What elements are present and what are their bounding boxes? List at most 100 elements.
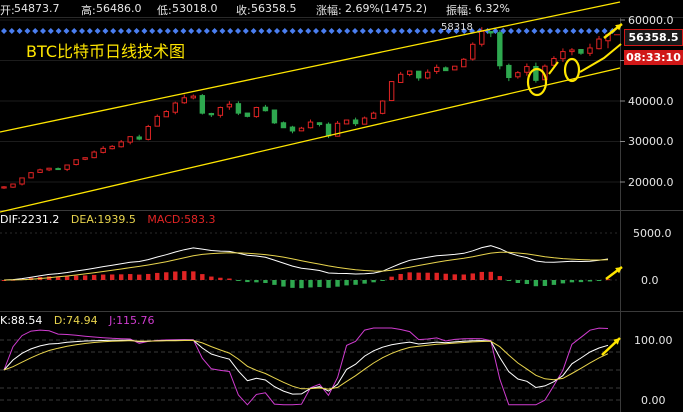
marker-diamond	[508, 28, 514, 34]
candle-body	[461, 58, 467, 68]
marker-diamond	[266, 28, 273, 34]
marker-diamond	[539, 28, 546, 34]
candle-body	[280, 122, 287, 129]
macd-bar	[146, 273, 151, 280]
k-label: K:	[0, 314, 11, 327]
candle-body	[325, 123, 332, 137]
marker-diamond	[336, 28, 343, 34]
marker-diamond	[188, 28, 195, 34]
macd-bar	[551, 280, 557, 285]
candle-body	[307, 121, 314, 129]
macd-bar	[272, 280, 277, 285]
marker-diamond	[289, 28, 296, 34]
macd-bar	[506, 280, 512, 281]
amplitude-label: 振幅:	[446, 4, 472, 17]
macd-bar	[353, 280, 358, 285]
marker-diamond	[344, 28, 351, 34]
candle-body	[551, 57, 557, 66]
dea-value: 1939.5	[97, 213, 136, 226]
candle-body	[208, 113, 215, 116]
dea-label: DEA:	[70, 213, 98, 226]
marker-diamond	[24, 28, 31, 34]
close-value: 56358.5	[251, 2, 297, 15]
candle-body	[515, 72, 521, 78]
marker-diamond	[554, 28, 561, 34]
marker-diamond	[227, 28, 234, 34]
candle-body	[379, 100, 386, 114]
candle-body	[109, 145, 115, 150]
macd-dea-line	[3, 251, 609, 281]
macd-bar	[218, 277, 223, 280]
macd-bar	[254, 280, 259, 283]
candle-body	[118, 141, 124, 148]
macd-bar	[299, 280, 304, 289]
candle-body	[397, 73, 404, 83]
macd-bar	[479, 271, 484, 280]
macd-bar	[245, 280, 250, 283]
macd-bar	[64, 276, 70, 280]
marker-diamond	[547, 28, 553, 34]
marker-diamond	[149, 28, 156, 34]
annotation-circle	[526, 67, 548, 97]
marker-diamond	[375, 28, 382, 34]
channel-lower-line	[0, 67, 621, 213]
candle-body	[334, 122, 341, 137]
marker-diamond	[125, 28, 132, 34]
macd-bar	[1, 280, 7, 281]
macd-bar	[290, 280, 295, 288]
marker-diamond	[196, 28, 202, 34]
dif-value: 2231.2	[20, 213, 60, 226]
kdj-arrow-head	[613, 338, 620, 345]
candle-body	[172, 102, 178, 113]
marker-diamond	[398, 28, 405, 34]
candle-body	[1, 186, 7, 189]
macd-bar	[109, 274, 115, 280]
macd-bar	[128, 274, 133, 280]
candle-body	[569, 49, 575, 53]
price-tick-20000: 20000.0	[628, 176, 674, 189]
macd-bar	[416, 272, 421, 280]
candle-body	[199, 95, 206, 114]
macd-bar	[263, 280, 268, 284]
candle-body	[488, 31, 494, 34]
macd-legend: DIF:2231.2 DEA:1939.5 MACD:583.3	[0, 213, 216, 226]
price-tick-60000: 60000.0	[628, 14, 674, 27]
macd-bar	[317, 280, 322, 288]
macd-bar	[137, 274, 142, 280]
marker-diamond	[593, 28, 600, 34]
candle-body	[163, 111, 169, 118]
candle-body	[136, 136, 142, 140]
macd-bar	[398, 273, 403, 280]
marker-diamond	[492, 28, 499, 34]
candle-body	[19, 177, 25, 185]
marker-diamond	[281, 28, 288, 34]
last-price-tag: 56358.5	[624, 29, 683, 46]
candle-body	[415, 70, 422, 79]
amplitude-value: 6.32%	[475, 2, 510, 15]
candle-body	[73, 159, 79, 166]
kdj-d-line	[3, 339, 609, 390]
candle-body	[91, 151, 97, 159]
annotation-circle	[563, 57, 581, 83]
marker-diamond	[110, 28, 117, 34]
candle-body	[289, 126, 296, 132]
candle-body	[370, 112, 377, 119]
marker-diamond	[180, 28, 187, 34]
marker-diamond	[305, 28, 312, 34]
marker-diamond	[133, 28, 140, 34]
candle-body	[82, 157, 88, 160]
macd-bar	[452, 274, 457, 280]
macd-bar	[560, 280, 566, 284]
candle-body	[560, 51, 566, 60]
macd-bar	[371, 280, 376, 283]
marker-diamond	[8, 28, 15, 34]
macd-bar	[380, 280, 385, 281]
candle-body	[262, 106, 269, 112]
candle-body	[226, 103, 233, 108]
macd-bar	[55, 276, 61, 280]
price-arrow-head	[615, 24, 622, 31]
marker-diamond	[297, 28, 304, 34]
macd-bar	[73, 275, 79, 280]
